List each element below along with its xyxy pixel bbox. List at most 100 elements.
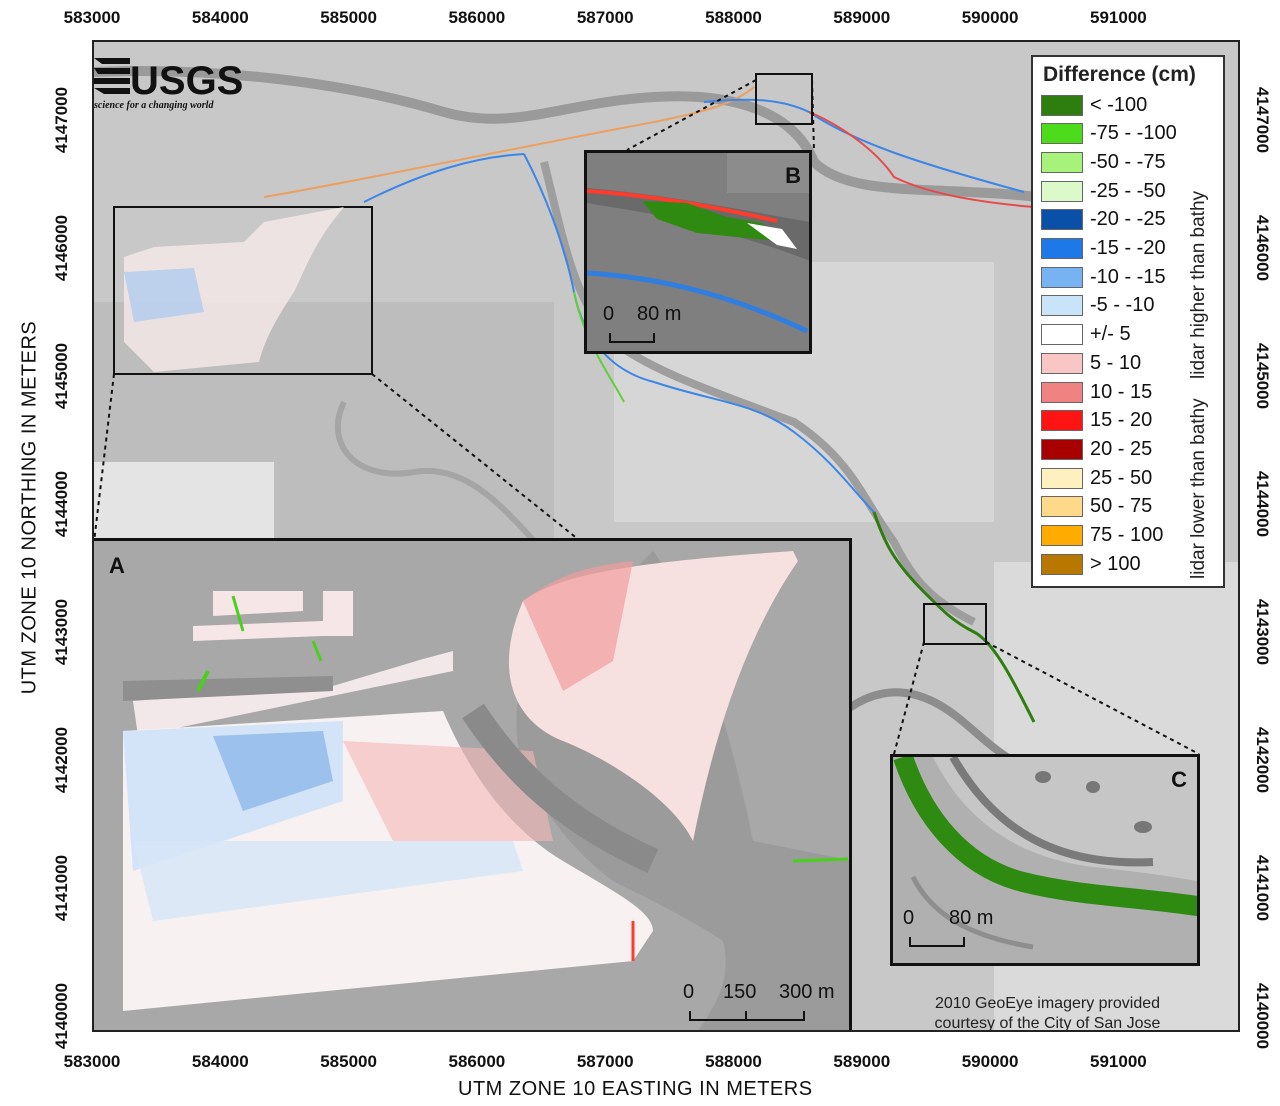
legend-label: -75 - -100 (1090, 122, 1177, 145)
inset-c-image (893, 757, 1197, 963)
x-tick-bottom: 588000 (705, 1052, 762, 1071)
y-tick-left: 4143000 (52, 598, 71, 666)
inset-a[interactable]: A 0 150 300 m (94, 538, 852, 1030)
x-tick-top: 586000 (448, 8, 506, 27)
legend-item: -15 - -20 (1041, 236, 1166, 262)
legend-label: 10 - 15 (1090, 380, 1153, 403)
inset-a-scale-1: 150 (723, 981, 757, 1003)
legend-label: +/- 5 (1090, 323, 1131, 346)
y-tick-left: 4146000 (52, 214, 71, 282)
legend-label: -25 - -50 (1090, 179, 1166, 202)
x-tick-bottom: 590000 (961, 1052, 1019, 1071)
x-tick-top: 585000 (320, 8, 377, 27)
legend-item: < -100 (1041, 92, 1147, 118)
x-axis-title: UTM ZONE 10 EASTING IN METERS (458, 1078, 813, 1100)
legend-item: > 100 (1041, 551, 1141, 577)
y-tick-left: 4142000 (52, 726, 71, 794)
legend-swatch (1041, 467, 1083, 489)
inset-a-image (94, 541, 849, 1030)
x-tick-bottom: 583000 (63, 1052, 121, 1071)
y-tick-right: 4145000 (1253, 342, 1272, 410)
y-tick-right: 4142000 (1253, 726, 1272, 794)
legend-swatch (1041, 525, 1083, 546)
legend-swatch (1041, 324, 1083, 346)
x-tick-bottom: 587000 (576, 1052, 634, 1071)
legend-title: Difference (cm) (1043, 63, 1196, 86)
inset-b-scale-0: 0 (603, 303, 615, 325)
legend-swatch (1041, 180, 1083, 202)
legend-item: 10 - 15 (1041, 379, 1152, 405)
y-tick-right: 4146000 (1253, 214, 1272, 282)
legend-label: 5 - 10 (1090, 351, 1142, 374)
legend-label: -20 - -25 (1090, 208, 1166, 231)
legend: Difference (cm) < -100 -75 - -100 -50 - -7… (1031, 55, 1225, 588)
inset-a-scale-2: 300 m (779, 981, 835, 1003)
legend-item: -25 - -50 (1041, 178, 1166, 204)
legend-label: -50 - -75 (1090, 150, 1166, 173)
legend-label: 20 - 25 (1090, 437, 1153, 460)
legend-item: -5 - -10 (1041, 293, 1154, 319)
legend-swatch (1041, 410, 1083, 432)
y-tick-left: 4141000 (52, 854, 71, 922)
y-axis-title: UTM ZONE 10 NORTHING IN METERS (18, 320, 41, 695)
legend-label: 25 - 50 (1090, 466, 1153, 489)
legend-item: 20 - 25 (1041, 436, 1152, 462)
inset-b-scale-line (609, 333, 655, 343)
y-tick-left: 4145000 (52, 342, 71, 410)
x-tick-top: 591000 (1090, 8, 1147, 27)
inset-b[interactable]: B 0 80 m (584, 150, 812, 354)
legend-swatch (1041, 496, 1083, 518)
inset-c-scale-line (909, 937, 965, 947)
y-tick-right: 4140000 (1253, 982, 1272, 1050)
usgs-logo-tagline: science for a changing world (93, 100, 214, 111)
imagery-credit-line-2: courtesy of the City of San Jose (934, 1015, 1161, 1032)
y-tick-left: 4147000 (52, 86, 71, 154)
x-tick-bottom: 586000 (448, 1052, 506, 1071)
y-tick-right: 4147000 (1253, 86, 1272, 154)
usgs-logo-text: USGS (130, 59, 243, 103)
inset-b-image (587, 153, 809, 351)
legend-label: -15 - -20 (1090, 237, 1166, 259)
y-tick-right: 4144000 (1253, 470, 1272, 538)
imagery-credit: 2010 GeoEye imagery provided courtesy of… (905, 994, 1190, 1034)
inset-c-scale-0: 0 (903, 907, 915, 929)
x-tick-bottom: 591000 (1090, 1052, 1147, 1071)
legend-swatch (1041, 553, 1083, 575)
legend-swatch (1041, 238, 1083, 259)
y-tick-left: 4140000 (52, 982, 71, 1050)
y-tick-right: 4143000 (1253, 598, 1272, 666)
legend-item: +/- 5 (1041, 322, 1131, 348)
usgs-logo: USGS science for a changing world (93, 54, 252, 114)
imagery-credit-line-1: 2010 GeoEye imagery provided (934, 995, 1161, 1012)
x-tick-bottom: 584000 (191, 1052, 249, 1071)
legend-swatch (1041, 438, 1083, 460)
legend-item: 25 - 50 (1041, 465, 1152, 491)
legend-label: 50 - 75 (1090, 495, 1153, 518)
inset-c-scalebar: 0 80 m (903, 907, 1013, 953)
inset-c[interactable]: C 0 80 m (890, 754, 1200, 966)
legend-item: 75 - 100 (1041, 523, 1163, 549)
legend-swatch (1041, 151, 1083, 173)
y-tick-left: 4144000 (52, 470, 71, 538)
inset-a-letter: A (109, 553, 125, 578)
inset-a-scalebar: 0 150 300 m (683, 981, 849, 1030)
legend-item: 15 - 20 (1041, 408, 1152, 434)
inset-b-letter: B (785, 163, 801, 188)
x-tick-top: 588000 (705, 8, 762, 27)
inset-a-scale-0: 0 (683, 981, 695, 1003)
x-tick-top: 590000 (961, 8, 1019, 27)
legend-swatch (1041, 123, 1083, 145)
x-tick-top: 587000 (576, 8, 634, 27)
legend-label: -5 - -10 (1090, 294, 1155, 317)
legend-item: -50 - -75 (1041, 149, 1166, 175)
legend-label: 15 - 20 (1090, 409, 1153, 432)
legend-swatch (1041, 209, 1083, 231)
x-tick-top: 589000 (833, 8, 891, 27)
inset-b-scalebar: 0 80 m (603, 303, 713, 349)
legend-label: < -100 (1090, 93, 1148, 116)
usgs-logo-mark: USGS science for a changing world (93, 58, 243, 111)
legend-label: -10 - -15 (1090, 265, 1166, 288)
legend-label: 75 - 100 (1090, 524, 1164, 546)
legend-swatch (1041, 266, 1083, 288)
inset-a-scale-mid-tick (745, 1011, 747, 1021)
